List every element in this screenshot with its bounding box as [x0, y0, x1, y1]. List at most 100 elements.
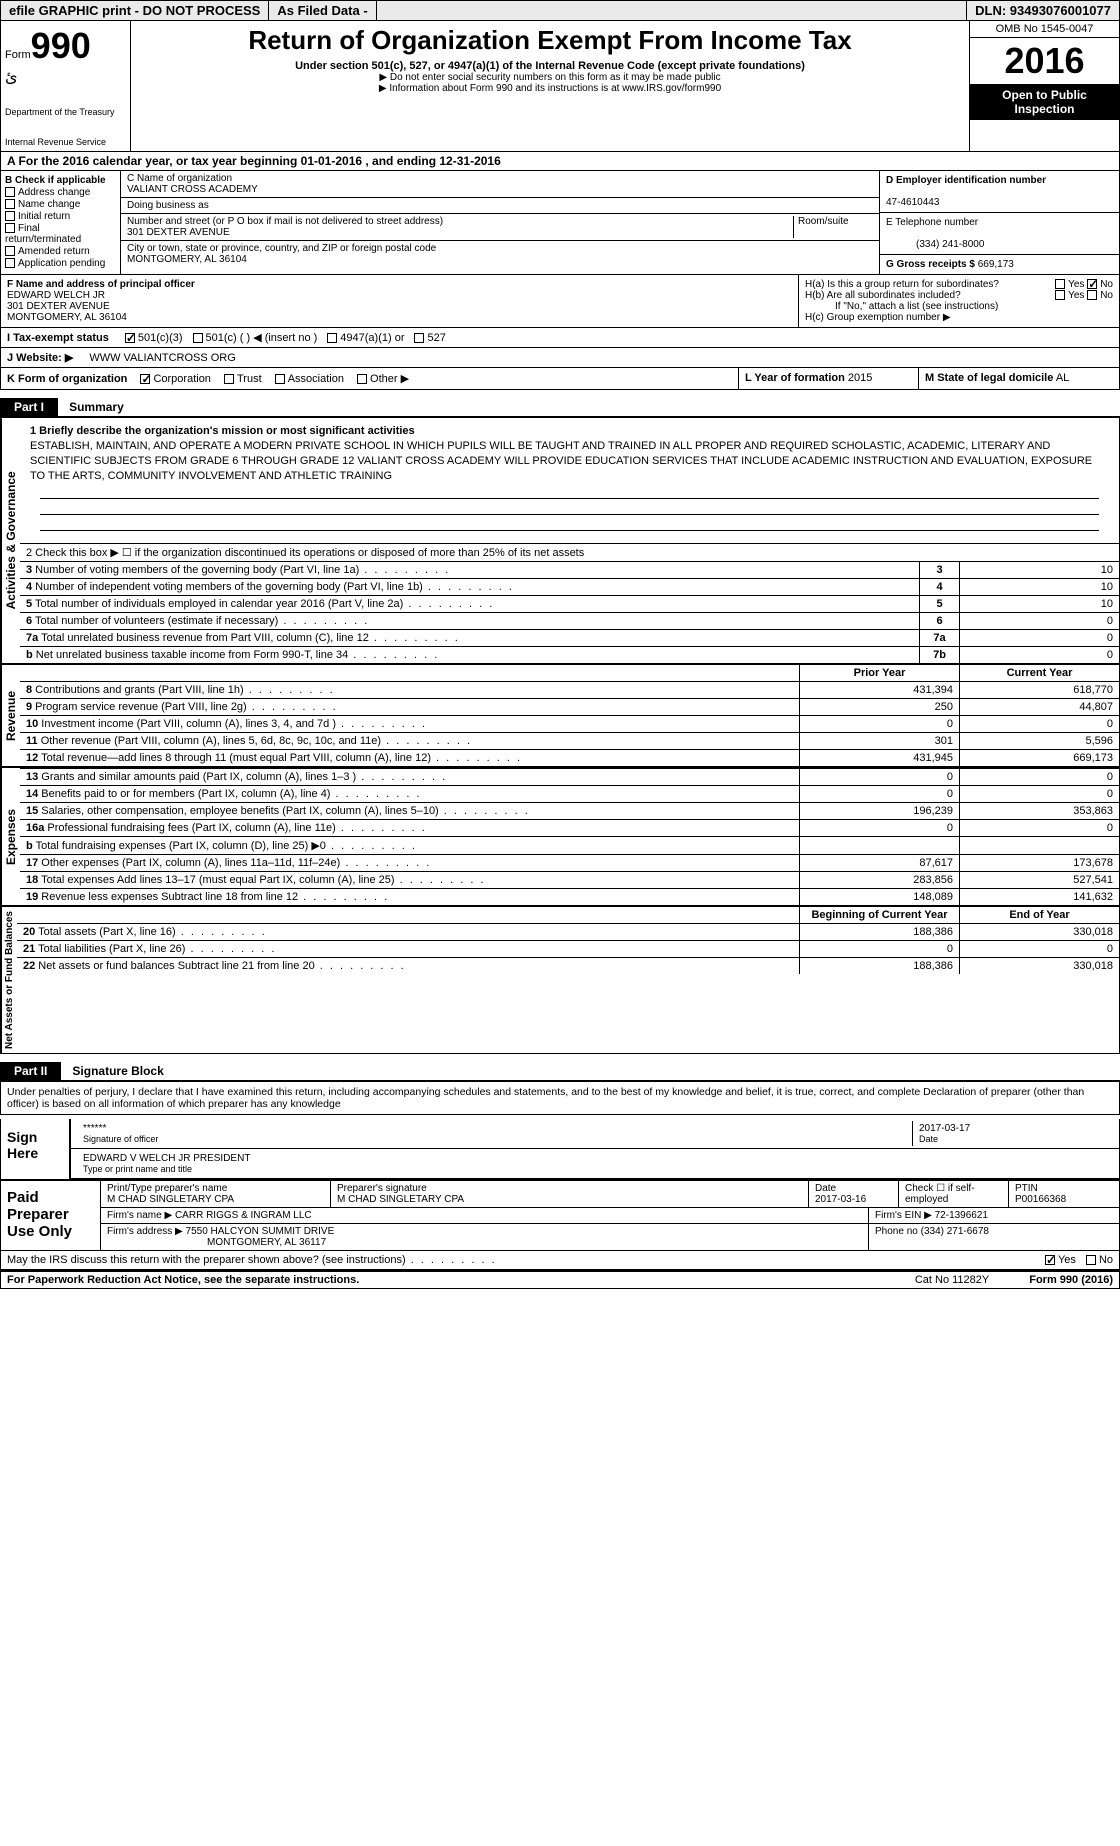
side-net: Net Assets or Fund Balances [1, 907, 17, 1053]
colb-title: B Check if applicable [5, 175, 106, 186]
net-section: Net Assets or Fund Balances Beginning of… [1, 907, 1119, 1053]
gov-row: 6 Total number of volunteers (estimate i… [20, 612, 1119, 629]
rev-section: Revenue Prior Year Current Year 8 Contri… [1, 665, 1119, 768]
cb-501c[interactable]: 501(c) ( ) ◀ (insert no ) [193, 331, 318, 344]
addr-row: Number and street (or P O box if mail is… [121, 214, 879, 241]
spacer [377, 1, 967, 20]
cat: Cat No 11282Y [915, 1274, 989, 1286]
prep-block: Paid Preparer Use Only Print/Type prepar… [1, 1179, 1119, 1250]
note1: ▶ Do not enter social security numbers o… [135, 72, 965, 83]
cb-501c3[interactable]: 501(c)(3) [125, 332, 183, 344]
tax-year: 2016 [970, 38, 1119, 84]
data-row: 19 Revenue less expenses Subtract line 1… [20, 888, 1119, 905]
cb-address[interactable]: Address change [5, 187, 116, 198]
side-gov: Activities & Governance [1, 418, 20, 663]
gov-row: 3 Number of voting members of the govern… [20, 561, 1119, 578]
cb-pending[interactable]: Application pending [5, 258, 116, 269]
h-col: H(a) Is this a group return for subordin… [799, 275, 1119, 327]
f-col: F Name and address of principal officer … [1, 275, 799, 327]
efile-label: efile GRAPHIC print - DO NOT PROCESS [1, 1, 269, 20]
form-subtitle: Under section 501(c), 527, or 4947(a)(1)… [135, 60, 965, 72]
part1-body: Activities & Governance 1 Briefly descri… [0, 416, 1120, 1054]
ha: H(a) Is this a group return for subordin… [805, 279, 1113, 290]
data-row: 8 Contributions and grants (Part VIII, l… [20, 681, 1119, 698]
form-number: 990 [31, 25, 91, 66]
rev-head: Prior Year Current Year [20, 665, 1119, 681]
may-yes[interactable]: Yes [1045, 1254, 1076, 1266]
header-left: Form990 ئ Department of the Treasury Int… [1, 21, 131, 151]
cb-527[interactable]: 527 [414, 332, 445, 344]
omb: OMB No 1545-0047 [970, 21, 1119, 38]
asfiled-label: As Filed Data - [269, 1, 376, 20]
sig-line1: ****** Signature of officer 2017-03-17 D… [71, 1119, 1119, 1149]
data-row: 11 Other revenue (Part VIII, column (A),… [20, 732, 1119, 749]
dba-row: Doing business as [121, 198, 879, 214]
data-row: 9 Program service revenue (Part VIII, li… [20, 698, 1119, 715]
data-row: 15 Salaries, other compensation, employe… [20, 802, 1119, 819]
sig-line2: EDWARD V WELCH JR PRESIDENT Type or prin… [71, 1149, 1119, 1179]
header-center: Return of Organization Exempt From Incom… [131, 21, 969, 151]
data-row: 13 Grants and similar amounts paid (Part… [20, 768, 1119, 785]
gross-row: G Gross receipts $ 669,173 [880, 255, 1119, 274]
side-exp: Expenses [1, 768, 20, 905]
exp-section: Expenses 13 Grants and similar amounts p… [1, 768, 1119, 907]
data-row: 18 Total expenses Add lines 13–17 (must … [20, 871, 1119, 888]
data-row: 16a Professional fundraising fees (Part … [20, 819, 1119, 836]
part1-header-row: Part I Summary [0, 390, 1120, 416]
cb-initial[interactable]: Initial return [5, 211, 116, 222]
tel-row: E Telephone number (334) 241-8000 [880, 213, 1119, 255]
part1-title: Summary [61, 398, 132, 416]
data-row: 22 Net assets or fund balances Subtract … [17, 957, 1119, 974]
footer: For Paperwork Reduction Act Notice, see … [0, 1270, 1120, 1289]
j-row: J Website: ▶ WWW VALIANTCROSS ORG [0, 348, 1120, 368]
part1-tab: Part I [0, 398, 58, 416]
may-row: May the IRS discuss this return with the… [0, 1251, 1120, 1270]
sig-intro: Under penalties of perjury, I declare th… [0, 1080, 1120, 1115]
hb: H(b) Are all subordinates included? Yes … [805, 290, 1113, 301]
may-no[interactable]: No [1086, 1254, 1113, 1266]
prep-left: Paid Preparer Use Only [1, 1181, 101, 1250]
section-bcd: B Check if applicable Address change Nam… [0, 171, 1120, 275]
side-rev: Revenue [1, 665, 20, 766]
irs-logo-icon: ئ [5, 67, 126, 87]
prep-row1: Print/Type preparer's nameM CHAD SINGLET… [101, 1181, 1119, 1208]
fh-row: F Name and address of principal officer … [0, 275, 1120, 328]
part2-tab: Part II [0, 1062, 61, 1080]
dept2: Internal Revenue Service [5, 137, 126, 147]
form-word: Form [5, 49, 31, 61]
col-d: D Employer identification number 47-4610… [879, 171, 1119, 274]
inspection: Open to Public Inspection [970, 84, 1119, 120]
klm-row: K Form of organization Corporation Trust… [0, 368, 1120, 390]
data-row: 10 Investment income (Part VIII, column … [20, 715, 1119, 732]
prep-row3: Firm's address ▶ 7550 HALCYON SUMMIT DRI… [101, 1224, 1119, 1250]
k-col: K Form of organization Corporation Trust… [1, 368, 739, 389]
cb-final[interactable]: Final return/terminated [5, 223, 116, 245]
col-b: B Check if applicable Address change Nam… [1, 171, 121, 274]
sign-here: Sign Here [1, 1119, 71, 1179]
form-title: Return of Organization Exempt From Incom… [135, 25, 965, 56]
data-row: 17 Other expenses (Part IX, column (A), … [20, 854, 1119, 871]
cb-name[interactable]: Name change [5, 199, 116, 210]
website-link[interactable]: WWW VALIANTCROSS ORG [89, 352, 235, 364]
i-row: I Tax-exempt status 501(c)(3) 501(c) ( )… [0, 328, 1120, 348]
gov-row: 5 Total number of individuals employed i… [20, 595, 1119, 612]
m-col: M State of legal domicile AL [919, 368, 1119, 389]
gov-row: b Net unrelated business taxable income … [20, 646, 1119, 663]
cb-amended[interactable]: Amended return [5, 246, 116, 257]
gov-row: 4 Number of independent voting members o… [20, 578, 1119, 595]
top-bar: efile GRAPHIC print - DO NOT PROCESS As … [0, 0, 1120, 21]
data-row: 12 Total revenue—add lines 8 through 11 … [20, 749, 1119, 766]
form-ref: Form 990 (2016) [1029, 1274, 1113, 1286]
cb-4947[interactable]: 4947(a)(1) or [327, 332, 404, 344]
ein-row: D Employer identification number 47-4610… [880, 171, 1119, 213]
prep-row2: Firm's name ▶ CARR RIGGS & INGRAM LLC Fi… [101, 1208, 1119, 1224]
note2: ▶ Information about Form 990 and its ins… [135, 83, 965, 94]
part2-title: Signature Block [64, 1062, 171, 1080]
part2-header-row: Part II Signature Block [0, 1054, 1120, 1080]
org-name-row: C Name of organization VALIANT CROSS ACA… [121, 171, 879, 198]
form-header: Form990 ئ Department of the Treasury Int… [0, 21, 1120, 152]
col-c: C Name of organization VALIANT CROSS ACA… [121, 171, 879, 274]
pra: For Paperwork Reduction Act Notice, see … [7, 1274, 359, 1286]
dept1: Department of the Treasury [5, 107, 126, 117]
gov-row: 7a Total unrelated business revenue from… [20, 629, 1119, 646]
